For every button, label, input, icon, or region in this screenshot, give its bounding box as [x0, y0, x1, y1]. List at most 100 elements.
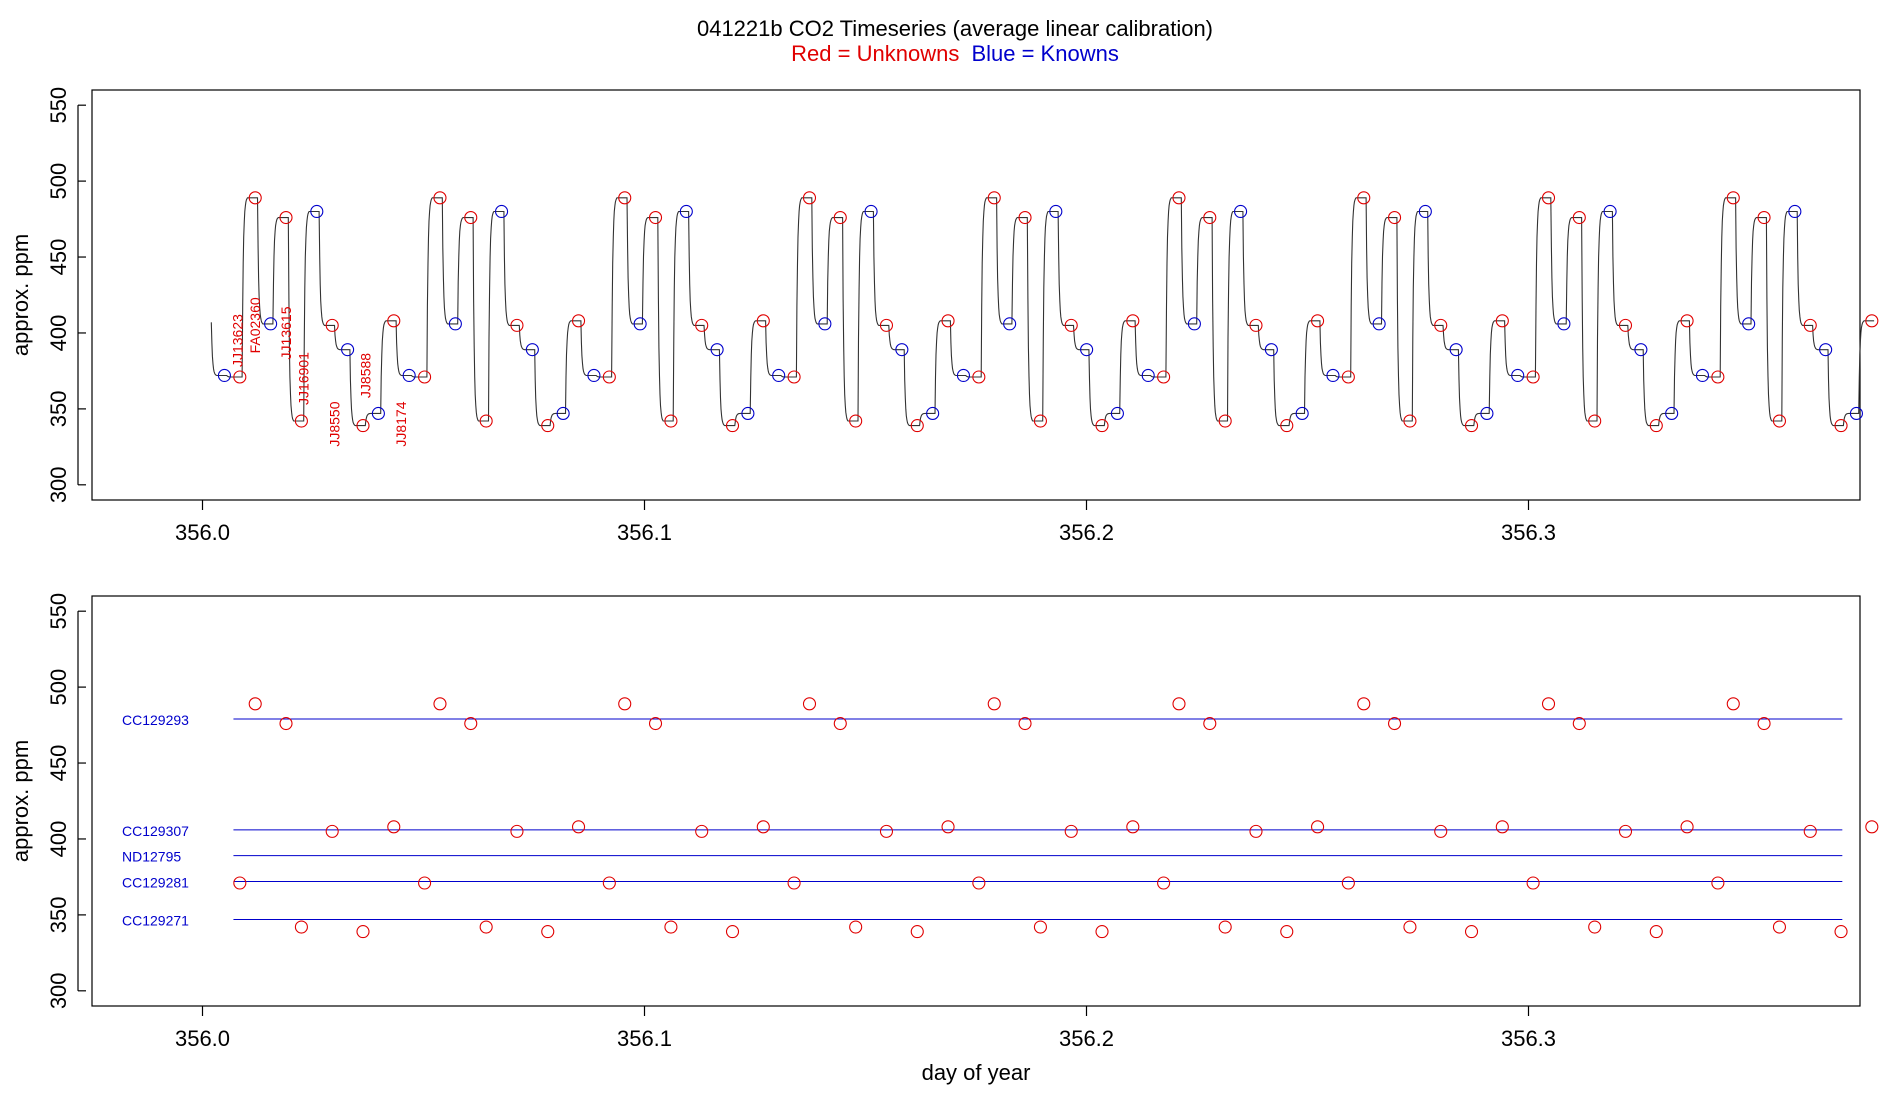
unknown-point [433, 191, 447, 205]
unknown-point [1772, 414, 1787, 428]
unknown-point [279, 211, 293, 225]
unknown-point [1218, 920, 1232, 934]
unknown-point [1464, 419, 1479, 433]
unknown-point [602, 876, 616, 890]
known-point [1372, 317, 1386, 331]
unknown-point [325, 824, 339, 838]
unknown-point [479, 414, 493, 428]
unknown-point [1341, 370, 1355, 384]
unknown-point [1203, 211, 1217, 225]
top-panel: 356.0 356.1 356.2 356.3 300 350 400 450 500 550 ap… [8, 87, 1879, 545]
unknown-point [787, 370, 801, 384]
unknown-point [279, 717, 293, 731]
x-tick-label: 356.2 [1059, 1026, 1114, 1051]
unknown-point [1865, 314, 1879, 328]
unknown-point [1541, 191, 1556, 205]
unknown-point [756, 820, 770, 834]
y-tick-label: 350 [46, 897, 71, 934]
known-point [772, 368, 786, 383]
unknown-point [464, 211, 478, 225]
known-point [264, 317, 278, 331]
unknown-point [1572, 211, 1586, 225]
unknown-point [1095, 419, 1109, 433]
known-point [495, 204, 509, 219]
known-point [1665, 406, 1679, 420]
known-point [525, 343, 539, 357]
known-point [1418, 204, 1432, 219]
sample-label: JJ8588 [357, 353, 373, 398]
unknown-point [1757, 717, 1771, 731]
unknown-point [941, 820, 955, 834]
unknown-point [1280, 925, 1294, 939]
unknown-point [571, 314, 586, 328]
known-point [1480, 406, 1494, 420]
reference-label: CC129307 [122, 823, 189, 839]
unknown-point [1588, 414, 1602, 428]
x-tick-label: 356.3 [1501, 1026, 1556, 1051]
unknown-point [248, 191, 262, 205]
known-point [1264, 343, 1278, 357]
unknown-point [541, 925, 555, 939]
known-point [310, 204, 324, 219]
known-point [1080, 343, 1094, 357]
unknown-point [1726, 697, 1740, 711]
unknown-point [1403, 414, 1417, 428]
x-tick-label: 356.0 [175, 1026, 230, 1051]
unknown-point [664, 920, 678, 934]
unknown-point [1680, 820, 1694, 834]
unknown-point [987, 697, 1001, 711]
unknown-point [1249, 824, 1263, 838]
unknown-point [879, 318, 894, 332]
known-point [926, 406, 940, 420]
known-point [448, 317, 462, 331]
unknown-point [849, 414, 863, 428]
unknown-point [1172, 697, 1186, 711]
unknown-point [910, 419, 924, 433]
unknown-point [356, 925, 370, 939]
unknown-point [648, 717, 663, 731]
unknown-point [1249, 318, 1263, 332]
unknown-point [618, 191, 632, 205]
unknown-point [1618, 824, 1633, 838]
unknown-point [1526, 370, 1540, 384]
sample-label: FA02360 [247, 297, 263, 353]
unknown-point [1095, 925, 1109, 939]
y-tick-label: 400 [46, 315, 71, 352]
unknown-point [664, 414, 678, 428]
unknown-point [787, 876, 801, 890]
known-point [1234, 204, 1248, 219]
unknown-point [648, 211, 663, 225]
unknown-point [1172, 191, 1186, 205]
unknown-point [833, 211, 847, 225]
unknown-point [1680, 314, 1694, 328]
unknown-point [1711, 370, 1725, 384]
known-point [956, 368, 971, 383]
unknown-point [1495, 314, 1509, 328]
plot-frame [91, 89, 1861, 501]
unknown-point [541, 419, 555, 433]
unknown-point [233, 370, 247, 384]
unknown-point [695, 824, 709, 838]
unknown-point [1403, 920, 1417, 934]
x-tick-label: 356.1 [617, 1026, 672, 1051]
unknown-point [1033, 920, 1047, 934]
chart-title: 041221b CO2 Timeseries (average linear c… [697, 16, 1213, 41]
unknown-point [1018, 211, 1032, 225]
y-tick-label: 500 [46, 163, 71, 200]
unknown-point [1218, 414, 1232, 428]
known-point [217, 368, 231, 383]
unknown-point [1033, 414, 1047, 428]
x-axis-title: day of year [922, 1060, 1031, 1085]
unknown-point [433, 697, 447, 711]
unknown-point [1126, 820, 1140, 834]
known-point [1742, 317, 1756, 331]
y-tick-label: 550 [46, 87, 71, 124]
known-point [1695, 368, 1710, 383]
known-point [1449, 343, 1463, 357]
known-point [1295, 406, 1309, 420]
y-tick-label: 400 [46, 821, 71, 858]
y-axis-title: approx. ppm [8, 740, 33, 862]
known-point [710, 343, 724, 357]
unknown-point [325, 318, 339, 332]
